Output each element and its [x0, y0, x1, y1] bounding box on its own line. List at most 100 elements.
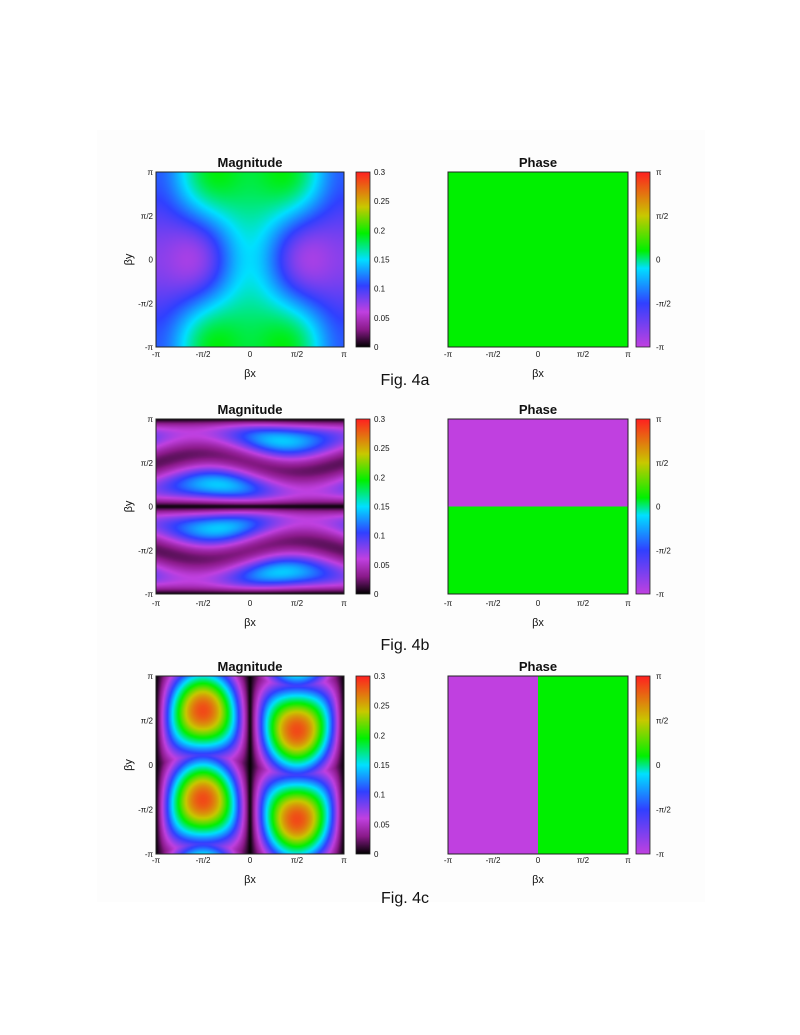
phase-region [448, 506, 628, 594]
phase-title: Phase [519, 659, 557, 674]
phase-colorbar [635, 171, 651, 348]
figure-1: Magnitude -π -π/2 0 π/2 π π π/2 0 -π/2 -π βx βy 0.3 0.… [123, 155, 671, 389]
magnitude-ytick: 0 [149, 761, 154, 770]
magnitude-ytick: π [147, 168, 153, 177]
magnitude-ytick: π/2 [141, 459, 154, 468]
magnitude-frame [155, 675, 345, 855]
figure-3: Magnitude -π -π/2 0 π/2 π π π/2 0 -π/2 -π βx βy 0.3 0.… [123, 659, 671, 907]
magnitude-ytick: 0 [149, 503, 154, 512]
phase-region [448, 676, 538, 854]
phase-colorbar-tick: π [656, 415, 662, 424]
phase-colorbar-tick: -π [656, 590, 665, 599]
magnitude-xtick: π [341, 856, 347, 865]
magnitude-xtick: π/2 [291, 350, 304, 359]
magnitude-title: Magnitude [218, 402, 283, 417]
magnitude-heatmap [156, 419, 344, 594]
magnitude-ylabel: βy [123, 500, 135, 512]
phase-region [448, 172, 628, 347]
phase-title: Phase [519, 402, 557, 417]
phase-colorbar-tick: 0 [656, 761, 661, 770]
magnitude-colorbar-tick: 0.3 [374, 672, 386, 681]
magnitude-title: Magnitude [218, 155, 283, 170]
magnitude-colorbar-tick: 0.25 [374, 197, 390, 206]
magnitude-colorbar-tick: 0 [374, 590, 379, 599]
magnitude-xtick: -π [152, 350, 161, 359]
magnitude-ytick: π/2 [141, 717, 154, 726]
phase-xtick: π [625, 856, 631, 865]
magnitude-colorbar-tick: 0.3 [374, 168, 386, 177]
magnitude-xtick: -π/2 [196, 599, 211, 608]
magnitude-ytick: π [147, 415, 153, 424]
magnitude-colorbar-tick: 0.3 [374, 415, 386, 424]
magnitude-xtick: -π/2 [196, 856, 211, 865]
magnitude-ytick: -π/2 [138, 546, 153, 555]
phase-xtick: π/2 [577, 856, 590, 865]
magnitude-colorbar-tick: 0.15 [374, 761, 390, 770]
phase-colorbar-tick: 0 [656, 256, 661, 265]
phase-colorbar-tick: -π/2 [656, 299, 671, 308]
magnitude-colorbar-tick: 0.1 [374, 791, 386, 800]
magnitude-colorbar-tick: 0.2 [374, 473, 386, 482]
magnitude-frame [155, 171, 345, 348]
magnitude-colorbar-tick: 0 [374, 343, 379, 352]
magnitude-frame [155, 418, 345, 595]
figure-caption: Fig. 4b [381, 637, 430, 654]
magnitude-ylabel: βy [123, 759, 135, 771]
magnitude-xtick: -π [152, 856, 161, 865]
phase-colorbar-tick: -π/2 [656, 546, 671, 555]
phase-colorbar-tick: π [656, 672, 662, 681]
phase-colorbar-tick: π [656, 168, 662, 177]
phase-xtick: π/2 [577, 599, 590, 608]
phase-xtick: π [625, 350, 631, 359]
magnitude-colorbar-tick: 0 [374, 850, 379, 859]
figure-caption: Fig. 4a [381, 372, 430, 389]
magnitude-xtick: 0 [248, 350, 253, 359]
magnitude-xtick: π/2 [291, 599, 304, 608]
phase-xlabel: βx [532, 617, 544, 629]
phase-xtick: -π [444, 599, 453, 608]
magnitude-ytick: -π [145, 850, 154, 859]
phase-title: Phase [519, 155, 557, 170]
phase-xtick: -π [444, 350, 453, 359]
magnitude-ytick: -π/2 [138, 806, 153, 815]
phase-colorbar [635, 418, 651, 595]
magnitude-colorbar-tick: 0.05 [374, 820, 390, 829]
magnitude-xtick: π/2 [291, 856, 304, 865]
phase-colorbar-tick: π/2 [656, 212, 669, 221]
magnitude-colorbar-tick: 0.05 [374, 314, 390, 323]
magnitude-colorbar-tick: 0.25 [374, 444, 390, 453]
phase-xlabel: βx [532, 874, 544, 886]
magnitude-colorbar [355, 171, 371, 348]
magnitude-ytick: -π [145, 590, 154, 599]
phase-colorbar-tick: -π [656, 850, 665, 859]
phase-colorbar-tick: π/2 [656, 717, 669, 726]
magnitude-heatmap [156, 172, 344, 347]
magnitude-xtick: -π/2 [196, 350, 211, 359]
magnitude-ytick: π/2 [141, 212, 154, 221]
phase-xtick: -π/2 [486, 599, 501, 608]
magnitude-colorbar-tick: 0.2 [374, 731, 386, 740]
magnitude-xtick: π [341, 599, 347, 608]
magnitude-colorbar-tick: 0.1 [374, 532, 386, 541]
phase-frame [447, 418, 629, 595]
phase-colorbar-tick: π/2 [656, 459, 669, 468]
magnitude-colorbar-tick: 0.05 [374, 561, 390, 570]
phase-colorbar [635, 675, 651, 855]
figure-2: Magnitude -π -π/2 0 π/2 π π π/2 0 -π/2 -π βx βy 0.3 0.… [123, 402, 671, 654]
phase-frame [447, 675, 629, 855]
magnitude-ytick: -π [145, 343, 154, 352]
magnitude-ylabel: βy [123, 253, 135, 265]
magnitude-ytick: 0 [149, 256, 154, 265]
magnitude-ytick: π [147, 672, 153, 681]
magnitude-xlabel: βx [244, 617, 256, 629]
magnitude-colorbar [355, 675, 371, 855]
phase-xtick: -π/2 [486, 350, 501, 359]
magnitude-colorbar-tick: 0.15 [374, 503, 390, 512]
magnitude-xtick: 0 [248, 599, 253, 608]
magnitude-heatmap [156, 676, 344, 854]
magnitude-colorbar-tick: 0.1 [374, 285, 386, 294]
phase-colorbar-tick: -π/2 [656, 806, 671, 815]
phase-xtick: 0 [536, 350, 541, 359]
magnitude-xtick: π [341, 350, 347, 359]
